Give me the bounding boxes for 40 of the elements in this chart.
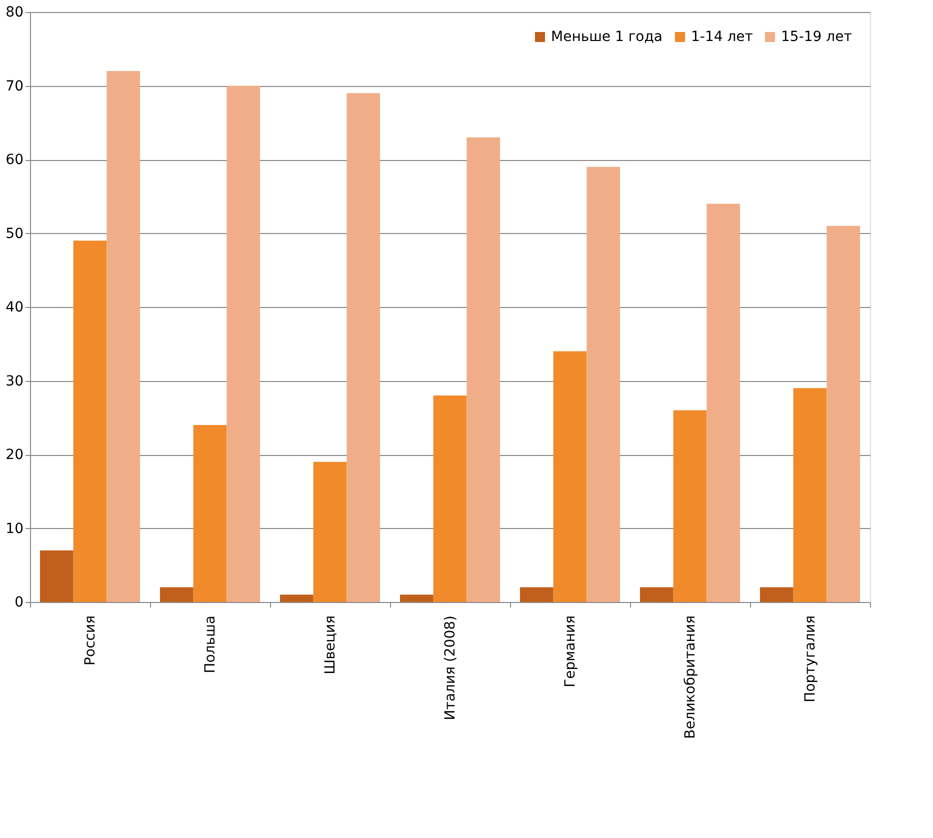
bar [433, 396, 467, 602]
y-tick-label: 0 [14, 594, 24, 610]
x-tick-label: Германия [562, 616, 578, 688]
y-tick-label: 40 [6, 300, 24, 316]
y-tick-label: 30 [6, 373, 24, 390]
y-tick-label: 70 [6, 78, 24, 94]
y-tick-label: 60 [6, 152, 24, 168]
bar [640, 587, 674, 602]
bar [466, 137, 500, 602]
legend-label: Меньше 1 года [551, 29, 663, 45]
x-tick-label: Великобритания [682, 616, 698, 739]
bar [706, 204, 740, 602]
x-tick-label: Португалия [802, 616, 818, 702]
bar [280, 594, 314, 602]
legend-label: 15-19 лет [781, 29, 852, 45]
bar [400, 594, 434, 602]
bar [193, 425, 227, 602]
bar [760, 587, 794, 602]
bar [673, 410, 707, 602]
y-tick-label: 10 [6, 520, 24, 537]
bar [553, 351, 587, 602]
bar [160, 587, 194, 602]
bar [73, 240, 107, 602]
bar [346, 93, 380, 602]
bar [826, 226, 860, 602]
y-tick-label: 20 [6, 447, 24, 463]
x-tick-label: Италия (2008) [442, 616, 458, 720]
legend-label: 1-14 лет [691, 29, 753, 45]
x-tick-label: Польша [202, 616, 218, 674]
bar [520, 587, 554, 602]
bar [793, 388, 827, 602]
bar [586, 166, 620, 602]
bar [313, 462, 347, 602]
y-tick-label: 80 [6, 4, 24, 20]
bar [40, 550, 74, 602]
y-tick-label: 50 [6, 226, 24, 242]
bar [226, 86, 260, 602]
x-tick-label: Россия [82, 616, 98, 666]
bar [106, 71, 140, 602]
x-tick-label: Швеция [322, 616, 338, 674]
